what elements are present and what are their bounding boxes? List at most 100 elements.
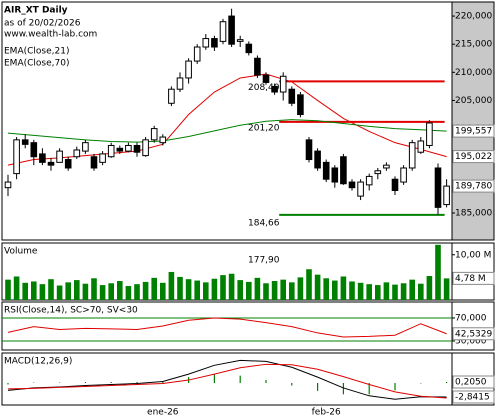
candle-body [348, 181, 356, 189]
candle-body [245, 43, 253, 54]
candle-body [417, 140, 425, 153]
candle-body [271, 85, 278, 93]
candle-body [125, 144, 132, 152]
volume-bar [108, 283, 114, 300]
volume-bar [435, 244, 441, 300]
candle-body [202, 38, 210, 48]
volume-bar [220, 275, 226, 300]
volume-bar [246, 281, 252, 300]
volume-bar [22, 282, 28, 300]
candle-body [443, 185, 450, 206]
volume-bar [357, 282, 364, 300]
axis-strip [452, 2, 494, 240]
candle-body [228, 15, 235, 45]
y-tick-label: 210,000 [455, 68, 492, 78]
volume-bar [48, 279, 54, 300]
candle-body [107, 144, 115, 158]
level-label: 208,40 [248, 83, 280, 93]
volume-bar [263, 283, 269, 300]
candle-body [168, 88, 175, 104]
volume-bar [56, 285, 63, 300]
y-tick-label: 30,000 [455, 336, 487, 346]
volume-bar [426, 276, 433, 300]
volume-bar [13, 276, 20, 300]
candle-body [185, 60, 192, 79]
volume-bar [237, 280, 243, 300]
volume-bar [39, 284, 46, 300]
histogram-bar [291, 383, 293, 386]
last-value-label: 189,780 [455, 182, 492, 192]
volume-bar [306, 269, 312, 300]
candle-body [56, 150, 63, 163]
y-tick-label: 215,000 [455, 40, 492, 50]
candle-body [305, 139, 313, 161]
volume-bar [31, 281, 37, 300]
annotation: 177,90 [248, 256, 280, 266]
subtitle: as of 20/02/2026 [4, 19, 81, 29]
histogram-bar [265, 380, 267, 384]
volume-bar [74, 280, 80, 300]
last-value-label: 195,022 [455, 152, 492, 162]
volume-bar [5, 279, 11, 300]
volume-bar [65, 282, 71, 300]
y-tick-label: 10,00 M [455, 250, 491, 260]
histogram-bar [394, 383, 396, 391]
volume-bar [125, 285, 132, 300]
volume-bar [332, 280, 338, 300]
volume-bar [91, 278, 97, 300]
y-tick-label: 70,000 [455, 313, 487, 323]
volume-bar [297, 277, 304, 300]
candle-body [426, 122, 433, 146]
histogram-bar [446, 382, 448, 384]
candle-body [21, 139, 29, 145]
candle-body [159, 136, 167, 144]
candle-body [99, 153, 106, 163]
candle-body [374, 170, 382, 175]
panel-title: AIR_XT Daily [4, 6, 68, 16]
histogram-bar [213, 374, 215, 384]
candle-body [391, 178, 399, 191]
volume-bar [383, 282, 390, 300]
legend-entry: EMA(Close,70) [4, 59, 69, 69]
candle-body [73, 149, 81, 158]
last-value-box [452, 327, 495, 341]
indicator-line [7, 119, 447, 143]
candle-body [279, 75, 287, 93]
volume-bar [99, 285, 106, 300]
y-tick-label: 185,000 [455, 208, 492, 218]
candle-body [219, 21, 227, 42]
candle-body [340, 156, 347, 185]
level-label: 184,66 [248, 218, 280, 228]
volume-bar [117, 281, 123, 300]
candle-body [39, 153, 46, 163]
volume-bar [194, 280, 200, 300]
candle-body [211, 38, 218, 48]
volume-bar [409, 279, 415, 300]
volume-bar [203, 282, 209, 300]
volume-bar [443, 278, 450, 300]
volume-bar [400, 283, 407, 300]
volume-bar [323, 278, 329, 300]
last-value-box [452, 271, 495, 285]
candle-body [47, 161, 55, 166]
y-tick-label: 205,000 [455, 96, 492, 106]
candle-body [434, 167, 442, 208]
candle-body [322, 161, 330, 180]
volume-bar [185, 279, 192, 300]
candle-body [176, 77, 184, 90]
candle-body [116, 147, 124, 152]
candle-body [236, 39, 244, 42]
last-value-box [452, 390, 495, 404]
volume-bar [392, 284, 398, 300]
volume-bar [151, 277, 157, 300]
last-value-label: 199,557 [455, 127, 492, 137]
candle-body [408, 142, 416, 169]
volume-bar [314, 274, 321, 300]
indicator-line [7, 363, 447, 399]
candle-body [297, 94, 304, 116]
histogram-bar [342, 383, 344, 395]
histogram-bar [136, 382, 138, 384]
candle-body [331, 167, 339, 183]
volume-bar [134, 284, 140, 300]
